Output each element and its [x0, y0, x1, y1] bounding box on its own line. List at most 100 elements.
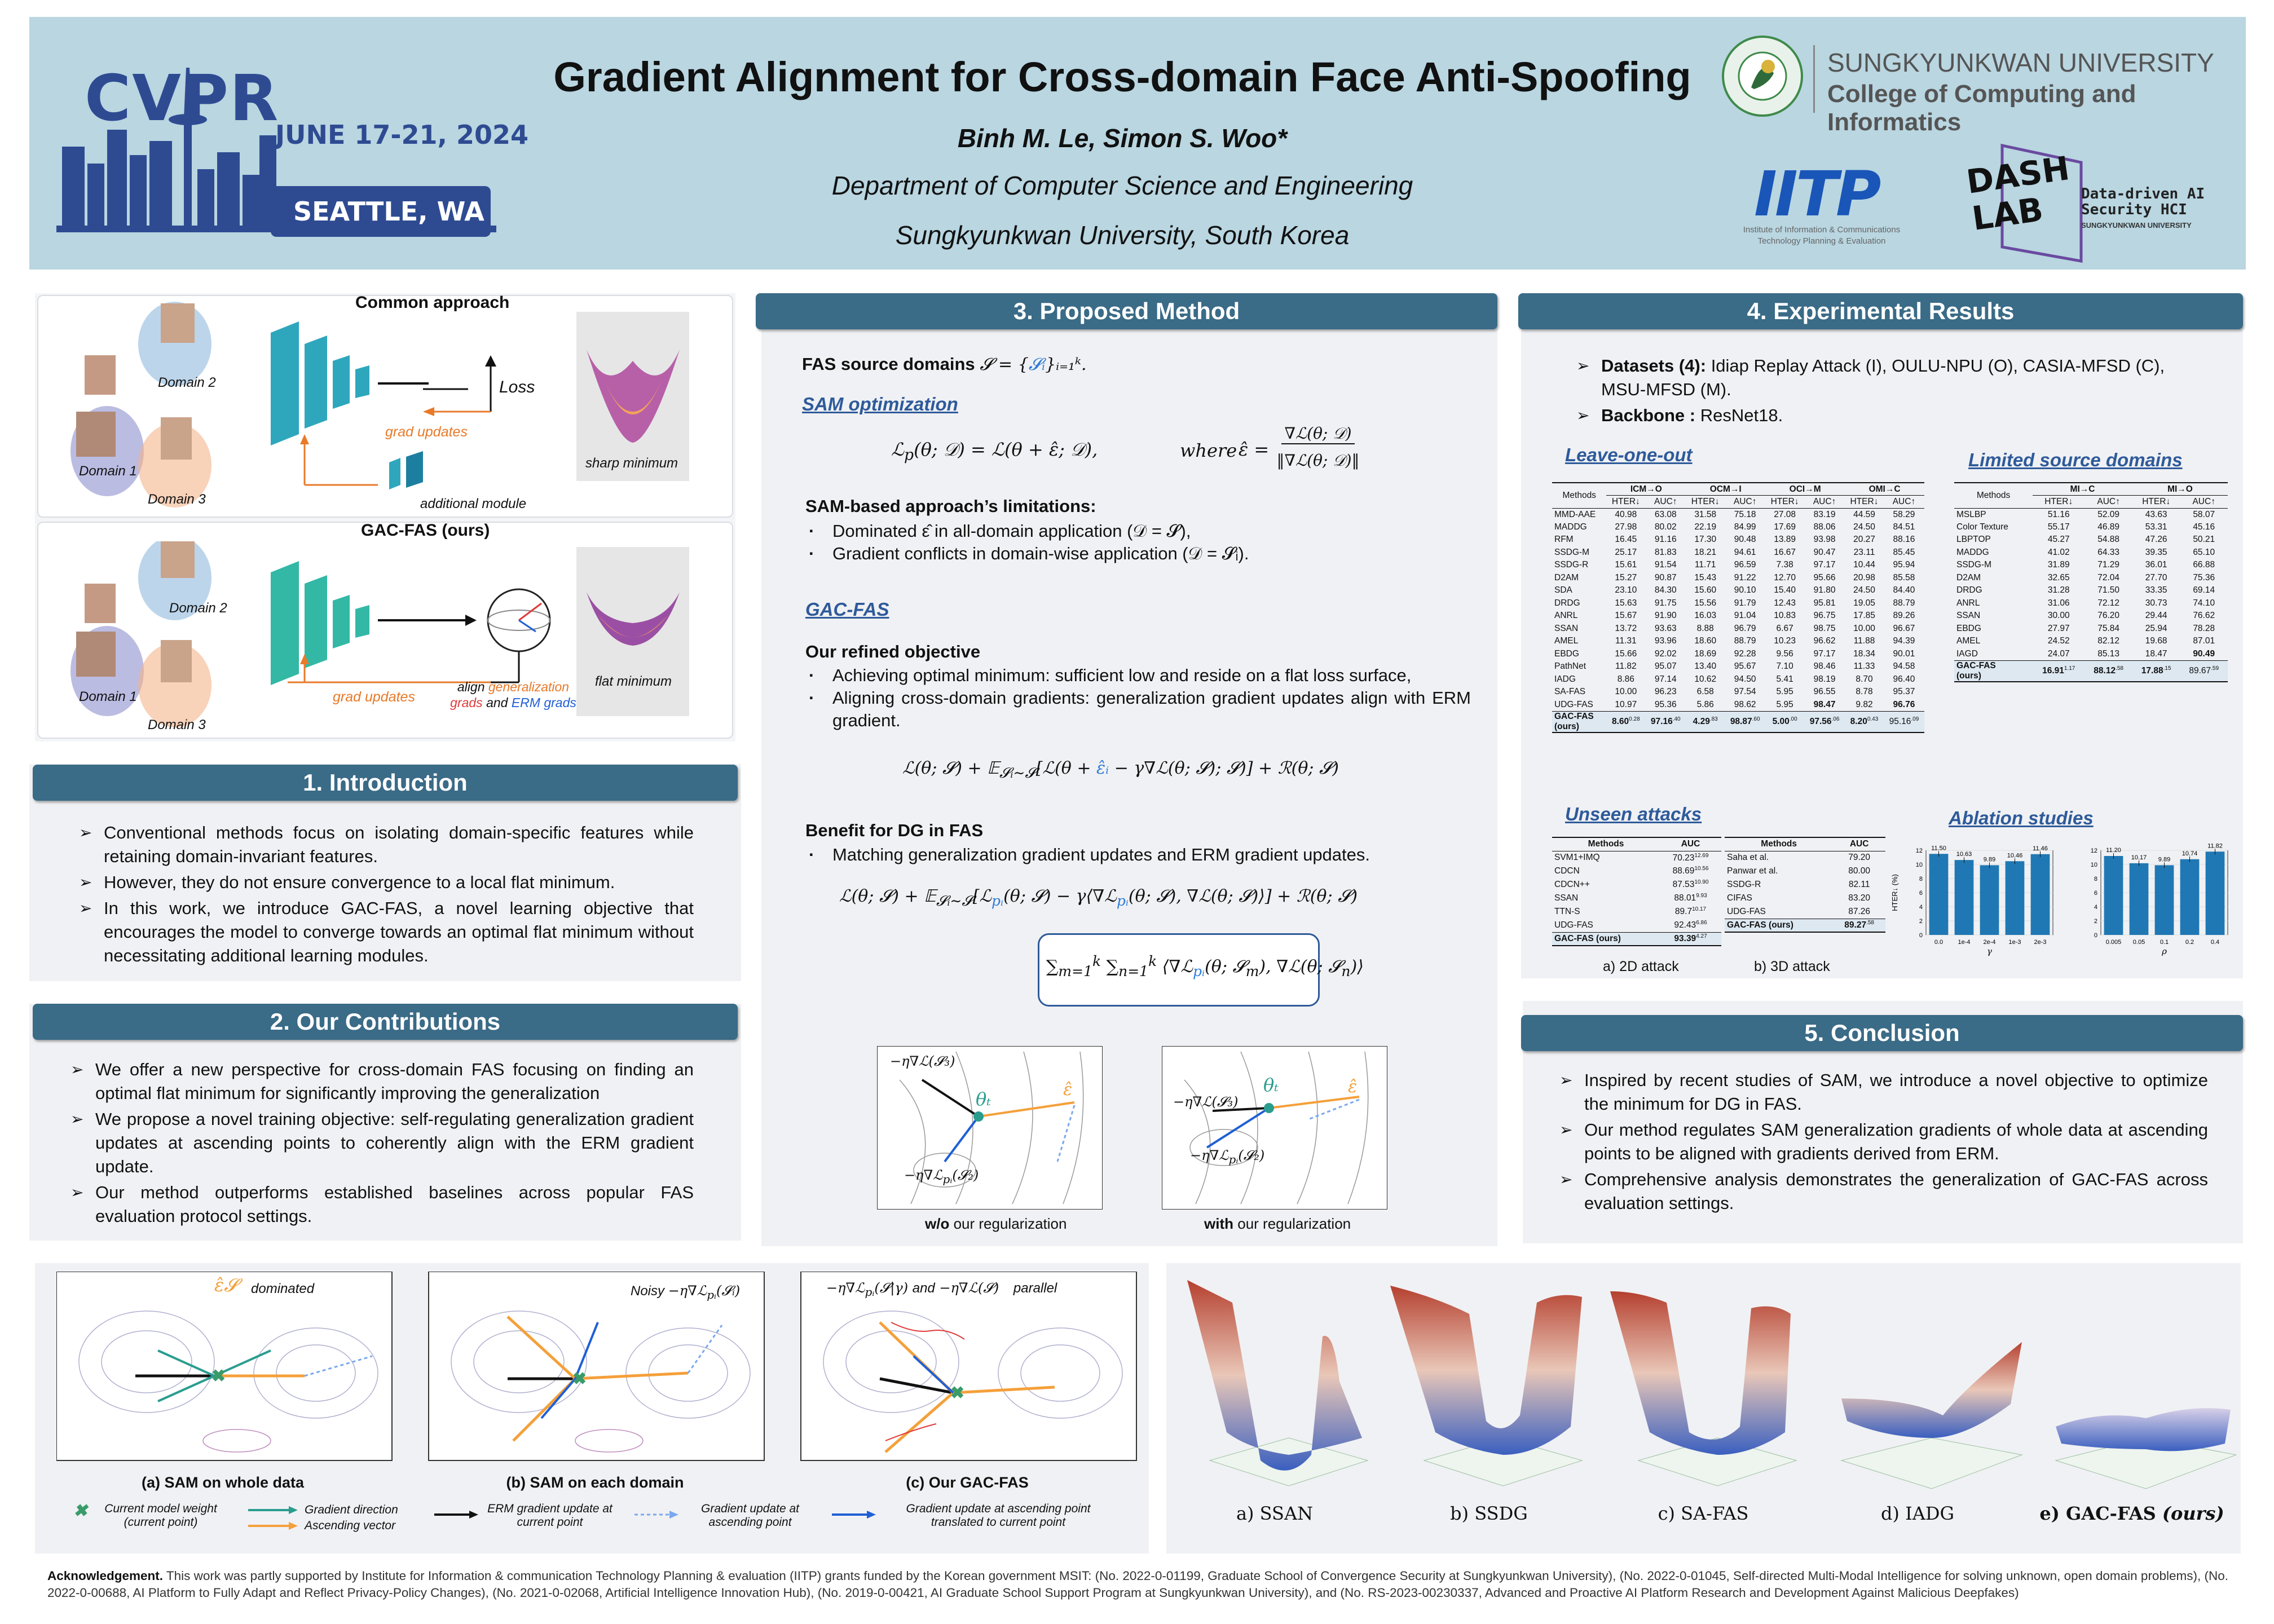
table-row: MADDG 41.02 64.33 39.35 65.10 [1954, 546, 2228, 559]
legend-ascending-update: Gradient update at ascending point [701, 1502, 799, 1529]
surface-caption-ssdg: b) SSDG [1450, 1503, 1528, 1524]
backbone-label: Backbone : [1601, 405, 1696, 425]
chart-data-label: 9.89 [2158, 856, 2170, 863]
gacfas-note-label: −η∇ℒpᵢ(𝓢|γ) and −η∇ℒ(𝓢) parallel [826, 1280, 1057, 1299]
grad-updates-label-a: grad updates [385, 424, 468, 440]
table-header-row: Methods MI→C MI→O [1954, 483, 2228, 500]
chart-data-label: 11.82 [2207, 842, 2223, 849]
table-row: LBPTOP 45.27 54.88 47.26 50.21 [1954, 533, 2228, 546]
table-cell: 19.05 [1853, 598, 1875, 608]
table-cell: 94.58 [1893, 661, 1915, 672]
table-cell: DRDG [1554, 598, 1580, 608]
table-cell: 97.54 [1734, 687, 1756, 697]
table-cell: D2AM [1956, 572, 1981, 582]
intro-bullet: However, they do not ensure convergence … [79, 871, 694, 894]
table-cell: 96.59 [1734, 560, 1756, 570]
table-cell: 33.35 [2145, 585, 2167, 595]
table-cell: 97.56.06 [1809, 716, 1840, 727]
table-row: SSDG-M 25.17 81.83 18.21 94.61 16.67 90.47 23.1… [1552, 546, 1924, 559]
chart-ytick-label: 6 [1919, 890, 1923, 897]
chart-xtick-label: 0.1 [2160, 939, 2169, 946]
benefit-list: Matching generalization gradient updates… [805, 844, 1471, 866]
table-cell: 18.60 [1694, 636, 1717, 646]
chart-xtick-label: 2e-4 [1983, 939, 1995, 946]
table-cell: 27.08 [1774, 509, 1796, 519]
table-cell: 9.56 [1776, 648, 1793, 659]
table-header-row: Methods ICM→O OCM→I OCI→M OMI→C [1552, 483, 1924, 500]
table-cell: 95.16.09 [1889, 716, 1919, 727]
table-cell: 88.12.58 [2094, 665, 2123, 676]
table-cell: MMD-AAE [1554, 509, 1596, 519]
chart-bar [2205, 851, 2225, 935]
chart-ytick-label: 6 [2094, 890, 2097, 897]
table-cell: 92.28 [1734, 648, 1756, 659]
table-cell: 53.31 [2145, 522, 2167, 532]
wo-label-grad: −η∇ℒpᵢ(𝓢₂) [904, 1167, 979, 1186]
table-cell: SVM1+IMQ [1554, 853, 1600, 863]
table-cell: 44.59 [1853, 509, 1875, 519]
table-cell: 92.02 [1654, 648, 1677, 659]
table-cell: 16.67 [1774, 547, 1796, 557]
domain1-label-a: Domain 1 [79, 464, 137, 479]
ack-text: This work was partly supported by Instit… [47, 1569, 2228, 1600]
table-row: D2AM 15.27 90.87 15.43 91.22 12.70 95.66 20.98 8… [1552, 572, 1924, 585]
table-cell: SSAN [1554, 623, 1579, 633]
sam-loss-formula: ℒp(θ; 𝒟) = ℒ(θ + ε̂; 𝒟), [891, 439, 1098, 464]
table-cell: 29.44 [2145, 611, 2167, 621]
table-subheader: HTER↓ [2142, 496, 2171, 506]
table-cell: 8.88 [1696, 623, 1714, 633]
table-cell: 13.89 [1774, 535, 1796, 545]
table-cell: 91.04 [1734, 611, 1756, 621]
table-cell: 95.07 [1654, 661, 1677, 672]
backbone-item: Backbone : ResNet18. [1576, 404, 2208, 427]
svg-text:✖: ✖ [572, 1370, 587, 1388]
table-cell: 18.21 [1694, 547, 1717, 557]
table-ours-label: GAC-FAS (ours) [1727, 920, 1793, 930]
table-cell: 72.04 [2097, 572, 2120, 582]
table-cell: 24.07 [2047, 648, 2070, 659]
table-cell: 24.50 [1853, 522, 1875, 532]
epsilon-denominator: ‖∇ℒ(θ; 𝒟)‖ [1276, 451, 1360, 470]
table-cell: 98.46 [1813, 661, 1836, 672]
table-cell: EBDG [1554, 648, 1579, 659]
table-cell: 80.02 [1654, 522, 1677, 532]
table-cell: 98.19 [1813, 674, 1836, 684]
table-cell: 83.20 [1848, 893, 1871, 903]
table-row: SSDG-M 31.89 71.29 36.01 66.88 [1954, 559, 2228, 572]
table-cell: 15.43 [1694, 572, 1717, 582]
table-cell: TTN-S [1554, 907, 1580, 916]
sharp-minimum-label: sharp minimum [585, 456, 678, 471]
table-cell: 79.20 [1848, 853, 1871, 863]
noisy-word: Noisy [631, 1283, 665, 1299]
sam-optimization-heading: SAM optimization [802, 394, 958, 414]
table-cell: 36.01 [2145, 560, 2167, 570]
table-ours-label: GAC-FAS (ours) [1554, 711, 1594, 731]
skku-divider [1813, 45, 1815, 113]
parallel-word: parallel [1013, 1281, 1057, 1296]
table-cell: 10.00 [1853, 623, 1875, 633]
fas-source-formula: 𝓢 = {𝓢ᵢ}ᵢ₌₁ᵏ. [980, 355, 1087, 374]
table-cell: 31.28 [2047, 585, 2070, 595]
table-cell: 5.00.00 [1772, 716, 1797, 727]
table-cell: 50.21 [2193, 535, 2215, 545]
table-row-ours: GAC-FAS (ours) 16.911.17 88.12.58 17.88.15 89… [1954, 660, 2228, 682]
attack-3d-table: Methods AUC Saha et al. 79.20 Panwar et al. 8… [1725, 837, 1885, 933]
table-cell: 93.63 [1654, 623, 1677, 633]
chart-data-label: 10.63 [1956, 851, 1972, 858]
table-row: UDG-FAS 87.26 [1725, 905, 1885, 919]
table-ours-label: GAC-FAS (ours) [1554, 933, 1621, 943]
table-cell: 7.38 [1776, 560, 1793, 570]
table-cell: SSDG-R [1727, 880, 1761, 889]
table-cell: 91.80 [1813, 585, 1836, 595]
table-cell: 98.75 [1813, 623, 1836, 633]
table-cell: 19.68 [2145, 636, 2167, 646]
table-row: D2AM 32.65 72.04 27.70 75.36 [1954, 572, 2228, 585]
table-cell: 96.62 [1813, 636, 1836, 646]
table-cell: 15.66 [1615, 648, 1637, 659]
table-cell: 78.28 [2193, 623, 2215, 633]
table-cell: 97.17 [1813, 560, 1836, 570]
flat-minimum-surface-icon [587, 592, 680, 646]
limitations-heading: SAM-based approach’s limitations: [805, 496, 1096, 516]
table-cell: 17.85 [1853, 611, 1875, 621]
chart-ytick-label: 2 [2094, 918, 2097, 925]
